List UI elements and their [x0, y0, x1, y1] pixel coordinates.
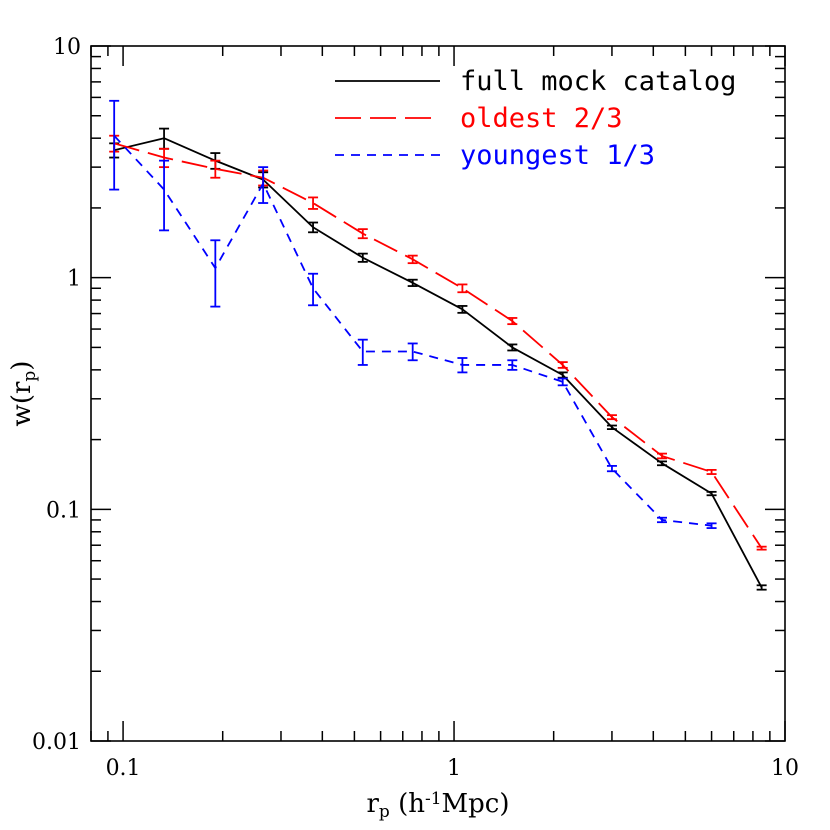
error-bar: [457, 283, 468, 294]
y-axis-label: w(rp): [7, 361, 40, 427]
error-bar: [308, 196, 319, 210]
series-2: [109, 99, 717, 529]
y-tick-label: 0.01: [32, 730, 81, 755]
series-line: [113, 137, 763, 588]
error-bar: [258, 166, 269, 204]
error-bar: [210, 239, 221, 308]
legend-entry: youngest 1/3: [335, 140, 655, 171]
error-bar: [357, 228, 368, 240]
error-bar: [706, 468, 717, 475]
error-bar: [159, 159, 170, 232]
error-bar: [706, 522, 717, 529]
error-bar: [457, 357, 468, 374]
error-bar: [606, 424, 617, 430]
error-bar: [606, 464, 617, 473]
error-bar: [407, 342, 418, 362]
error-bar: [657, 452, 668, 460]
error-bar: [507, 343, 518, 352]
x-tick-label: 10: [771, 756, 799, 781]
error-bar: [407, 254, 418, 265]
error-bar: [457, 305, 468, 314]
x-axis-label: rp (h-1Mpc): [366, 789, 509, 823]
error-bar: [407, 278, 418, 287]
error-bar: [606, 414, 617, 421]
error-bar: [507, 317, 518, 326]
legend: full mock catalog oldest 2/3 youngest 1/3: [335, 66, 736, 171]
series-layer: [109, 99, 767, 591]
x-tick-label: 1: [447, 756, 461, 781]
legend-entry: full mock catalog: [335, 66, 736, 97]
error-bar: [210, 159, 221, 179]
error-bar: [706, 490, 717, 497]
y-tick-label: 0.1: [46, 498, 81, 523]
error-bar: [109, 99, 120, 191]
plot-frame: [90, 45, 786, 742]
legend-label: oldest 2/3: [460, 103, 623, 134]
legend-label: youngest 1/3: [460, 140, 655, 171]
y-tick-label: 1: [67, 267, 81, 292]
error-bar: [557, 361, 568, 369]
error-bar: [756, 584, 767, 591]
axes-layer: 0.1 1 10 0.01 0.1 1 10: [32, 35, 799, 781]
series-line: [113, 142, 763, 549]
error-bar: [357, 252, 368, 263]
error-bar: [308, 221, 319, 234]
x-tick-label: 0.1: [106, 756, 141, 781]
error-bar: [756, 545, 767, 551]
error-bar: [557, 377, 568, 387]
y-tick-label: 10: [53, 35, 81, 60]
error-bar: [308, 272, 319, 307]
legend-label: full mock catalog: [460, 66, 736, 97]
error-bar: [507, 359, 518, 371]
error-bar: [357, 338, 368, 366]
error-bar: [657, 516, 668, 524]
legend-entry: oldest 2/3: [335, 103, 623, 134]
error-bar: [657, 460, 668, 467]
